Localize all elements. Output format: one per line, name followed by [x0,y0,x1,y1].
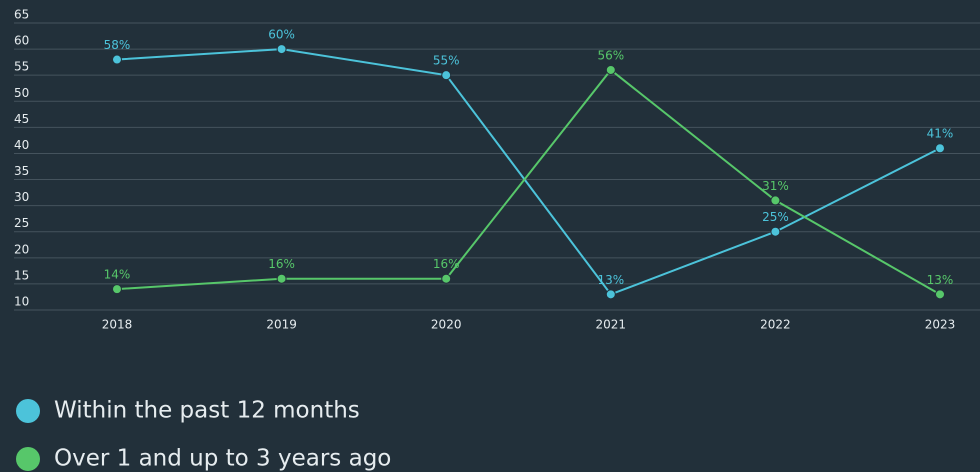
data-label: 16% [433,257,460,271]
data-point [935,289,945,300]
data-point [770,195,781,206]
data-label: 25% [762,210,789,224]
data-label: 16% [268,257,295,271]
x-tick-label: 2023 [925,318,956,332]
legend-swatch [16,399,40,423]
y-tick-label: 45 [14,112,29,126]
data-point [770,226,781,237]
data-label: 60% [268,28,295,42]
data-point [276,44,287,55]
data-point [935,143,945,154]
data-label: 13% [927,273,954,287]
y-tick-label: 15 [14,268,29,282]
x-tick-label: 2019 [266,318,297,332]
data-label: 13% [597,273,624,287]
data-point [441,273,452,284]
data-label: 41% [927,127,954,141]
data-point [112,54,122,65]
legend-swatch [16,447,40,471]
legend-label: Over 1 and up to 3 years ago [54,446,391,472]
y-tick-label: 30 [14,190,29,204]
data-label: 31% [762,179,789,193]
x-tick-label: 2018 [102,318,133,332]
data-point [112,284,122,295]
y-tick-label: 60 [14,34,29,48]
x-tick-label: 2021 [596,318,627,332]
x-tick-label: 2022 [760,318,791,332]
y-tick-label: 40 [14,138,29,152]
y-tick-label: 20 [14,242,29,256]
series-line [116,68,941,296]
y-tick-label: 10 [14,295,29,309]
y-tick-label: 35 [14,164,29,178]
y-tick-label: 25 [14,216,29,230]
data-point [605,64,616,75]
legend-label: Within the past 12 months [54,398,360,424]
data-point [276,273,287,284]
data-label: 14% [104,268,131,282]
data-label: 56% [597,48,624,62]
y-tick-label: 55 [14,60,29,74]
x-tick-label: 2020 [431,318,462,332]
data-label: 55% [433,54,460,68]
y-tick-label: 50 [14,86,29,100]
series-line [116,48,941,296]
data-point [605,289,616,300]
data-point [441,70,452,81]
data-label: 58% [104,38,131,52]
y-tick-label: 65 [14,8,29,22]
